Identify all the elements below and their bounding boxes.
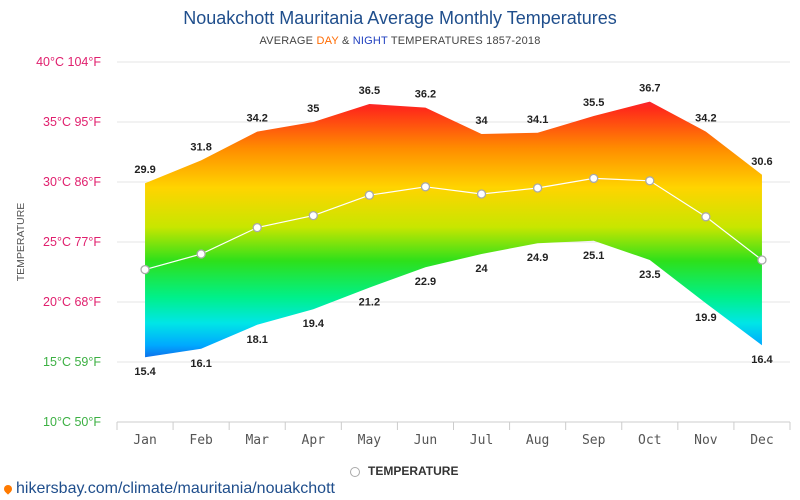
night-value-label: 24: [475, 263, 488, 275]
average-point: [252, 222, 262, 233]
x-tick-label: Oct: [638, 433, 661, 448]
day-value-label: 31.8: [190, 141, 211, 153]
y-tick-label: 10°C 50°F: [43, 415, 101, 429]
x-tick-label: Jul: [470, 433, 493, 448]
y-tick-label: 15°C 59°F: [43, 355, 101, 369]
night-value-label: 15.4: [134, 366, 156, 378]
day-night-area: [145, 101, 762, 358]
night-value-label: 16.4: [751, 354, 773, 366]
average-point: [308, 210, 318, 221]
day-value-label: 36.2: [415, 89, 436, 101]
average-point: [757, 255, 767, 265]
y-tick-label: 30°C 86°F: [43, 175, 101, 189]
y-tick-label: 35°C 95°F: [43, 115, 101, 129]
y-tick-label: 20°C 68°F: [43, 295, 101, 309]
x-tick-label: May: [358, 433, 382, 448]
average-point: [589, 173, 599, 184]
x-tick-label: Feb: [189, 433, 213, 448]
x-tick-label: Sep: [582, 433, 606, 448]
day-value-label: 36.7: [639, 83, 660, 95]
night-value-label: 19.4: [303, 318, 325, 330]
night-value-label: 25.1: [583, 250, 604, 262]
night-value-label: 18.1: [246, 334, 267, 346]
day-value-label: 30.6: [751, 156, 772, 168]
night-value-label: 22.9: [415, 276, 436, 288]
x-tick-label: Dec: [750, 433, 773, 448]
night-value-label: 16.1: [190, 358, 211, 370]
subtitle-amp: &: [338, 35, 353, 47]
day-value-label: 34.1: [527, 114, 548, 126]
average-point: [532, 183, 543, 193]
subtitle-night: NIGHT: [352, 35, 388, 47]
x-tick-label: Jan: [133, 433, 156, 448]
night-value-label: 19.9: [695, 312, 716, 324]
legend[interactable]: TEMPERATURE: [350, 464, 458, 478]
average-point: [476, 189, 487, 199]
average-point: [196, 249, 206, 259]
legend-label: TEMPERATURE: [368, 464, 459, 478]
x-tick-label: Apr: [302, 433, 326, 448]
legend-marker-icon: [350, 466, 360, 477]
footer-url: hikersbay.com/climate/mauritania/nouakch…: [16, 480, 335, 497]
average-point: [645, 176, 655, 186]
day-value-label: 29.9: [134, 164, 155, 176]
subtitle-prefix: AVERAGE: [259, 35, 317, 47]
x-tick-label: Jun: [414, 433, 437, 448]
average-point: [701, 212, 711, 222]
day-value-label: 36.5: [359, 85, 380, 97]
average-line: [144, 177, 763, 271]
average-point: [140, 264, 150, 275]
footer-link[interactable]: hikersbay.com/climate/mauritania/nouakch…: [2, 480, 335, 498]
x-tick-label: Mar: [245, 433, 269, 448]
day-value-label: 34: [475, 115, 488, 127]
subtitle-day: DAY: [316, 35, 339, 47]
y-tick-label: 40°C 104°F: [36, 55, 101, 69]
day-value-label: 35.5: [583, 97, 604, 109]
day-value-label: 34.2: [695, 113, 716, 125]
y-tick-label: 25°C 77°F: [43, 235, 101, 249]
chart-subtitle: AVERAGE DAY & NIGHT TEMPERATURES 1857-20…: [0, 35, 800, 47]
night-value-label: 23.5: [639, 269, 660, 281]
y-axis-title: TEMPERATURE: [15, 203, 27, 282]
x-tick-label: Nov: [694, 433, 718, 448]
day-value-label: 35: [307, 103, 319, 115]
night-value-label: 21.2: [359, 297, 380, 309]
map-pin-icon: [2, 483, 14, 495]
x-tick-label: Aug: [526, 433, 549, 448]
average-point: [420, 182, 431, 192]
average-point: [364, 190, 375, 200]
day-value-label: 34.2: [246, 113, 267, 125]
subtitle-suffix: TEMPERATURES 1857-2018: [387, 35, 541, 47]
chart-title: Nouakchott Mauritania Average Monthly Te…: [183, 8, 617, 28]
night-value-label: 24.9: [527, 252, 548, 264]
